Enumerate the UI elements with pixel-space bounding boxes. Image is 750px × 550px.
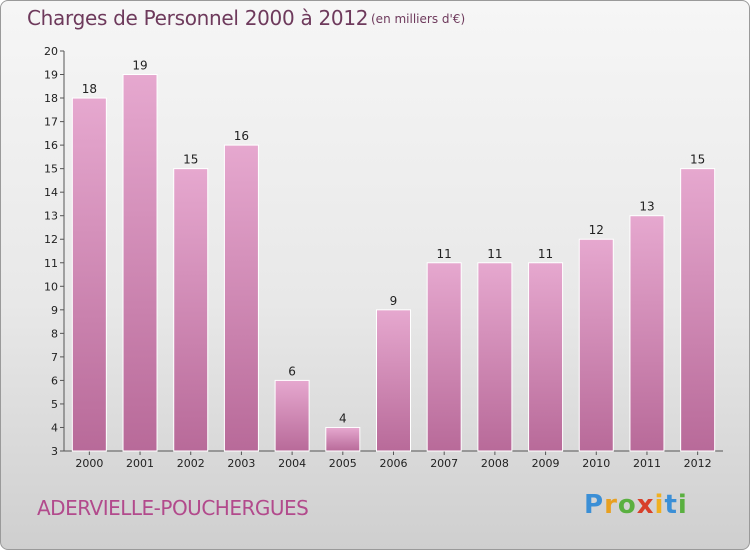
value-label-2011: 13: [639, 200, 654, 214]
x-tick-label-2005: 2005: [329, 457, 357, 470]
logo-letter: r: [604, 490, 618, 520]
x-tick-label-2006: 2006: [380, 457, 408, 470]
logo-letter: o: [617, 490, 637, 520]
y-tick-label: 9: [51, 304, 58, 317]
value-label-2001: 19: [132, 59, 147, 73]
x-tick-label-2003: 2003: [227, 457, 255, 470]
value-label-2010: 12: [589, 223, 604, 237]
value-label-2000: 18: [82, 82, 97, 96]
y-tick-label: 20: [44, 45, 58, 58]
y-tick-label: 18: [44, 92, 58, 105]
value-label-2003: 16: [234, 129, 249, 143]
x-tick-label-2011: 2011: [633, 457, 661, 470]
bar-2011: [629, 215, 665, 452]
value-label-2006: 9: [390, 294, 398, 308]
y-tick-label: 15: [44, 163, 58, 176]
bar-2012: [680, 168, 716, 452]
chart-title: Charges de Personnel 2000 à 2012: [27, 6, 369, 30]
y-tick-label: 5: [51, 398, 58, 411]
proxiti-logo[interactable]: Proxiti: [584, 490, 688, 520]
x-tick-label-2007: 2007: [430, 457, 458, 470]
y-tick-label: 16: [44, 139, 58, 152]
y-tick-label: 10: [44, 280, 58, 293]
value-label-2005: 4: [339, 411, 347, 425]
logo-letter: i: [677, 490, 688, 520]
commune-name: ADERVIELLE-POUCHERGUES: [37, 496, 309, 520]
y-tick-label: 19: [44, 69, 58, 82]
bar-2009: [528, 262, 564, 452]
value-label-2007: 11: [437, 247, 452, 261]
y-tick-label: 7: [51, 351, 58, 364]
bar-2006: [376, 309, 411, 452]
y-tick-label: 3: [51, 445, 58, 458]
chart-subtitle: (en milliers d'€): [371, 12, 466, 26]
logo-letter: x: [636, 490, 655, 520]
x-tick-label-2012: 2012: [684, 457, 712, 470]
value-label-2012: 15: [690, 153, 705, 167]
logo-letter: t: [664, 490, 678, 520]
y-tick-label: 17: [44, 116, 58, 129]
y-tick-label: 8: [51, 327, 58, 340]
bar-2007: [426, 262, 462, 452]
value-label-2004: 6: [288, 364, 296, 378]
x-tick-label-2001: 2001: [126, 457, 154, 470]
y-tick-label: 12: [44, 233, 58, 246]
x-tick-label-2002: 2002: [177, 457, 205, 470]
y-tick-label: 6: [51, 374, 58, 387]
value-label-2008: 11: [487, 247, 502, 261]
bar-2008: [477, 262, 513, 452]
bar-2002: [173, 168, 209, 452]
bar-2005: [325, 426, 361, 452]
value-label-2002: 15: [183, 153, 198, 167]
x-tick-label-2004: 2004: [278, 457, 306, 470]
bar-2001: [122, 74, 158, 452]
x-tick-label-2000: 2000: [75, 457, 103, 470]
x-tick-label-2010: 2010: [582, 457, 610, 470]
y-tick-label: 11: [44, 257, 58, 270]
y-tick-label: 13: [44, 210, 58, 223]
y-tick-label: 4: [51, 421, 58, 434]
bar-2004: [274, 379, 310, 452]
y-tick-label: 14: [44, 186, 58, 199]
value-label-2009: 11: [538, 247, 553, 261]
bar-2003: [223, 144, 259, 452]
logo-letter: P: [584, 490, 605, 520]
logo-letter: i: [654, 490, 665, 520]
bar-2000: [71, 97, 107, 452]
bar-2010: [578, 238, 614, 452]
x-tick-label-2008: 2008: [481, 457, 509, 470]
x-tick-label-2009: 2009: [532, 457, 560, 470]
